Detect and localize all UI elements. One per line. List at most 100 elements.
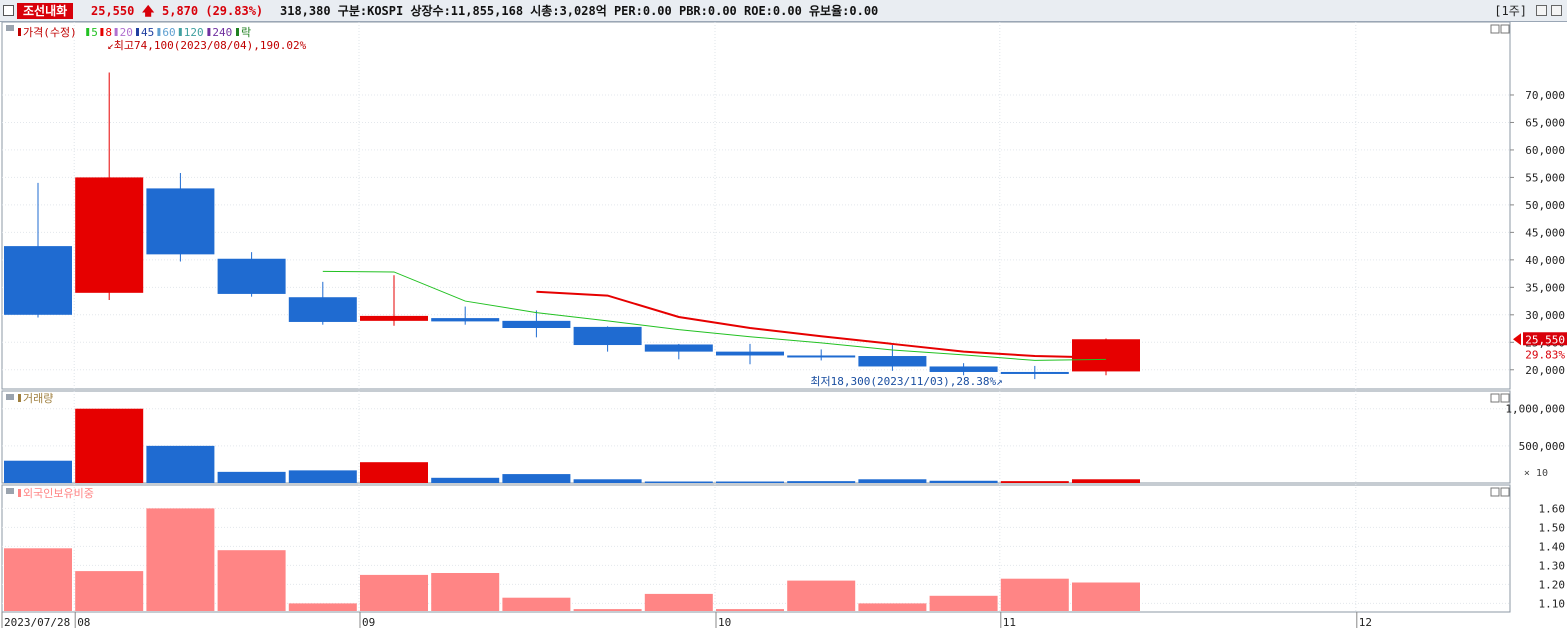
- panel-close-icon: [1500, 24, 1510, 34]
- legend-swatch: [114, 28, 118, 36]
- volume-bar: [217, 471, 286, 483]
- foreign-bar: [1072, 582, 1140, 611]
- panel-menu-icon: [6, 25, 14, 31]
- volume-bar: [1072, 479, 1140, 483]
- candle-body: [1000, 371, 1069, 374]
- price-tick-label: 70,000: [1525, 89, 1565, 102]
- x-tick-label: 08: [77, 616, 90, 629]
- last-price-arrow-icon: [1513, 333, 1521, 346]
- candle-body: [75, 177, 144, 293]
- legend-label: 240: [212, 26, 232, 39]
- panel-menu-icon: [6, 488, 14, 494]
- legend-label: 락: [241, 26, 251, 39]
- price-tick-label: 50,000: [1525, 199, 1565, 212]
- panel-2-frame: [1, 390, 1511, 484]
- candle-body: [288, 297, 357, 322]
- current-price: 25,550: [91, 4, 135, 18]
- legend-swatch: [207, 28, 211, 36]
- volume-tick-label: 500,000: [1519, 440, 1565, 453]
- foreign-title: 외국인보유비중: [23, 487, 94, 500]
- volume-unit-label: × 10: [1524, 468, 1548, 479]
- price-tick-label: 35,000: [1525, 281, 1565, 294]
- panel-menu-icon: [6, 394, 14, 400]
- volume-legend-swatch: [18, 394, 21, 402]
- legend-swatch: [136, 28, 139, 36]
- window-close-icon[interactable]: [1551, 5, 1562, 16]
- stock-header: 조선내화 25,550 🡅 5,870 (29.83%) 318,380 구분:…: [0, 0, 1567, 22]
- select-checkbox[interactable]: [3, 5, 14, 16]
- legend-swatch: [236, 28, 239, 36]
- legend-swatch: [178, 28, 182, 36]
- foreign-bar: [716, 609, 784, 611]
- price-tick-label: 30,000: [1525, 309, 1565, 322]
- volume-bar: [4, 460, 72, 483]
- stock-name[interactable]: 조선내화: [17, 3, 74, 19]
- candle-body: [1072, 339, 1140, 372]
- volume-title: 거래량: [23, 392, 53, 405]
- price-tick-label: 55,000: [1525, 171, 1565, 184]
- candle-body: [858, 356, 927, 367]
- price-tick-label: 40,000: [1525, 254, 1565, 267]
- foreign-bar: [644, 593, 713, 611]
- legend-label: 가격(수정): [23, 26, 77, 39]
- foreign-bar: [360, 574, 428, 611]
- stock-chart: 20,00025,00030,00035,00040,00045,00050,0…: [1, 22, 1567, 629]
- candle-body: [360, 315, 428, 321]
- price-tick-label: 45,000: [1525, 226, 1565, 239]
- foreign-bar: [75, 571, 144, 611]
- volume-bar: [75, 408, 144, 483]
- foreign-bar: [573, 609, 642, 611]
- foreign-tick-label: 1.30: [1539, 559, 1566, 572]
- ma8-line: [536, 290, 1107, 359]
- foreign-bar: [146, 508, 215, 611]
- foreign-legend-swatch: [18, 489, 21, 497]
- last-price-label: 25,550: [1525, 333, 1565, 346]
- legend-label: 60: [162, 26, 175, 39]
- volume-bar: [288, 470, 357, 483]
- volume-bar: [573, 479, 642, 483]
- window-restore-icon[interactable]: [1536, 5, 1547, 16]
- volume-bar: [146, 445, 215, 483]
- volume-bar: [431, 477, 500, 483]
- last-price-badge: [1523, 332, 1567, 346]
- foreign-bar: [431, 573, 500, 611]
- foreign-bar: [787, 580, 856, 611]
- candle-body: [573, 326, 642, 346]
- low-price-annotation: 최저18,300(2023/11/03),28.38%↗: [810, 375, 1002, 388]
- legend-label: 45: [141, 26, 154, 39]
- volume-bar: [716, 481, 784, 483]
- x-tick-label: 09: [362, 616, 375, 629]
- foreign-bar: [858, 603, 927, 611]
- price-tick-label: 20,000: [1525, 364, 1565, 377]
- candle-body: [146, 188, 215, 255]
- volume-bar: [644, 481, 713, 483]
- legend-swatch: [100, 28, 104, 36]
- panel-close-icon: [1500, 487, 1510, 497]
- candle-body: [716, 351, 784, 356]
- foreign-tick-label: 1.20: [1539, 578, 1566, 591]
- foreign-tick-label: 1.40: [1539, 540, 1566, 553]
- panel-close-icon: [1500, 393, 1510, 403]
- foreign-bar: [1000, 578, 1069, 611]
- foreign-bar: [288, 603, 357, 611]
- volume-bar: [1000, 481, 1069, 483]
- last-change-label: 29.83%: [1525, 348, 1565, 361]
- x-tick-label: 10: [718, 616, 731, 629]
- period-selector[interactable]: [1주]: [1494, 4, 1527, 18]
- x-tick-label: 11: [1003, 616, 1016, 629]
- volume-bar: [858, 479, 927, 483]
- price-change: 5,870 (29.83%): [162, 4, 264, 18]
- up-arrow-icon: 🡅: [142, 4, 155, 18]
- legend-label: 20: [120, 26, 133, 39]
- legend-label: 5: [91, 26, 98, 39]
- foreign-tick-label: 1.50: [1539, 521, 1566, 534]
- candle-body: [217, 258, 286, 294]
- panel-1-frame: [1, 22, 1511, 390]
- candle-body: [502, 320, 571, 328]
- candle-body: [929, 366, 998, 372]
- foreign-tick-label: 1.10: [1539, 597, 1566, 610]
- volume-bar: [502, 474, 571, 483]
- foreign-bar: [217, 550, 286, 611]
- foreign-bar: [502, 597, 571, 611]
- x-tick-label: 12: [1359, 616, 1372, 629]
